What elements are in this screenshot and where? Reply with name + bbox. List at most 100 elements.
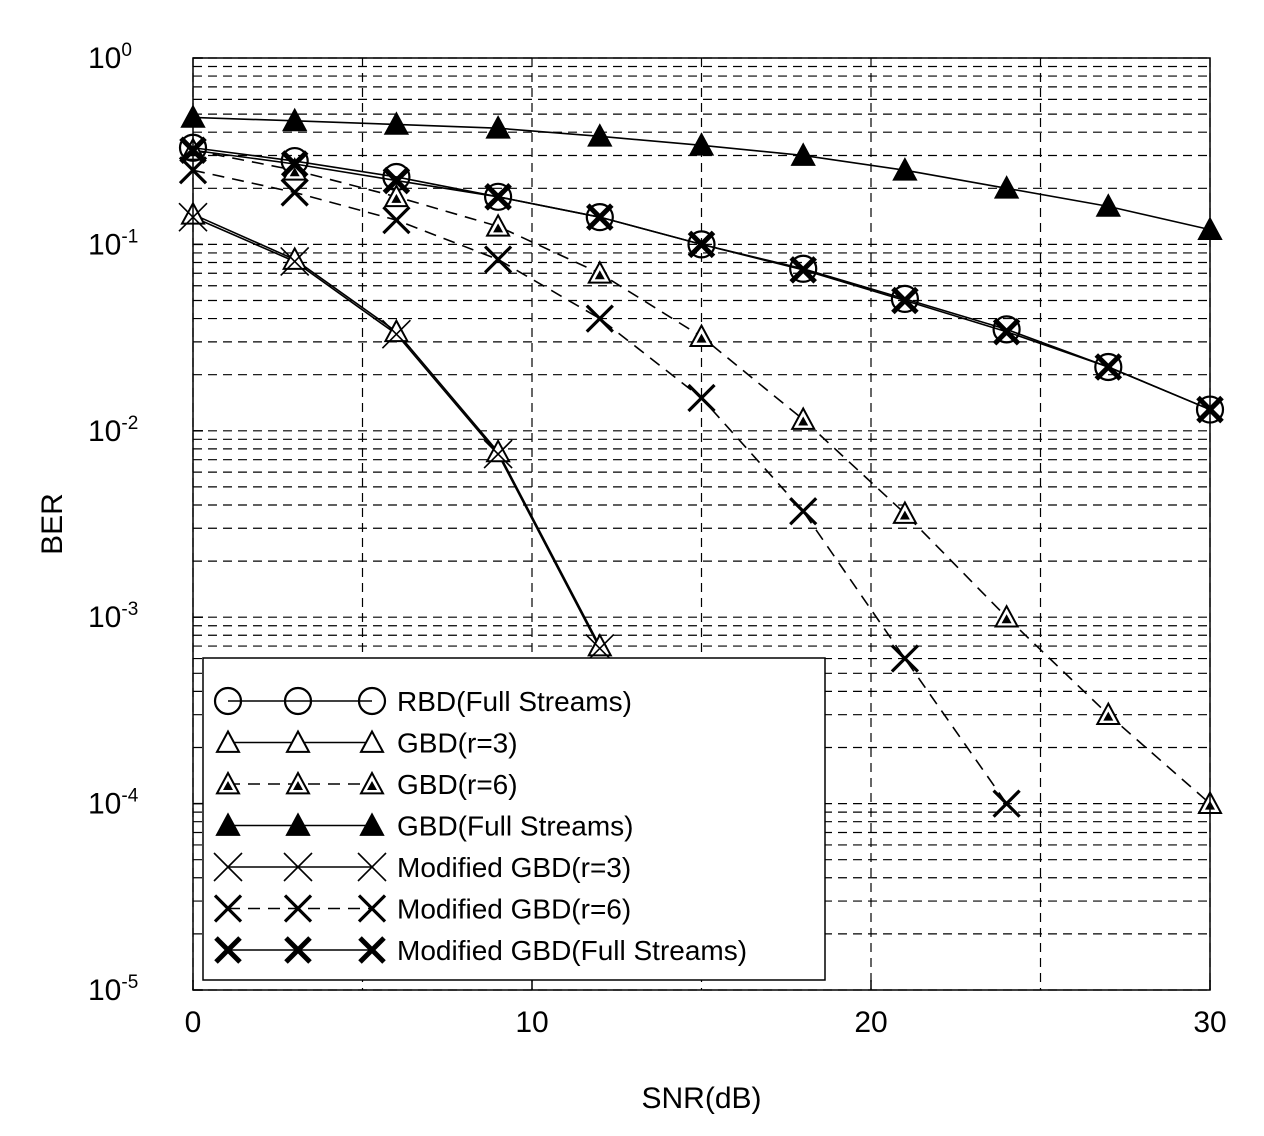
marker-circle (992, 315, 1021, 344)
marker-triangle-half (892, 500, 918, 524)
marker-x-bold (891, 286, 919, 315)
y-tick-label: 10-4 (88, 786, 139, 821)
x-tick-label: 20 (854, 1006, 887, 1039)
marker-x-stroke (483, 245, 513, 274)
marker-x-medium (483, 245, 513, 274)
marker-triangle-filled (688, 132, 715, 156)
y-tick-label: 100 (88, 40, 132, 75)
marker-x-stroke (586, 203, 614, 231)
x-tick-label: 30 (1193, 1006, 1226, 1039)
marker-triangle-open (215, 729, 241, 753)
marker-circle (1094, 352, 1123, 382)
marker-x-stroke (280, 178, 309, 207)
marker-x-bold (789, 256, 817, 284)
marker-x-stroke (357, 894, 387, 923)
legend-item: Modified GBD(r=6) (213, 894, 631, 925)
marker-triangle-open (359, 729, 385, 753)
marker-triangle-half (688, 323, 715, 347)
marker-circle (687, 230, 716, 259)
marker-x-stroke (890, 644, 920, 673)
marker-triangle (359, 812, 385, 836)
marker-triangle-inner (1001, 614, 1012, 624)
marker-x-thin (280, 246, 310, 277)
marker-triangle (285, 729, 311, 753)
marker-x-stroke (283, 852, 313, 882)
marker-triangle (790, 142, 816, 166)
marker-circle (283, 686, 313, 716)
y-axis-label: BER (36, 493, 69, 555)
marker-x-stroke (891, 286, 919, 315)
marker-triangle-half (215, 770, 241, 795)
marker-triangle-half (383, 183, 410, 208)
marker-triangle-half (587, 260, 613, 284)
marker-triangle-half (359, 770, 385, 795)
marker-triangle (282, 246, 308, 270)
marker-triangle-half (1095, 701, 1121, 726)
marker-x-thin (381, 319, 411, 349)
marker-triangle (383, 318, 410, 343)
marker-x-stroke (992, 789, 1021, 818)
marker-x-stroke (789, 497, 818, 526)
marker-triangle (282, 107, 308, 132)
y-tick-label: 10-2 (88, 413, 138, 448)
marker-triangle-open (285, 729, 311, 753)
marker-circle (357, 686, 387, 716)
marker-x-stroke (280, 246, 310, 277)
marker-triangle-filled (790, 142, 816, 166)
marker-triangle (383, 111, 410, 135)
marker-triangle (993, 175, 1020, 199)
marker-triangle-filled (892, 157, 918, 181)
marker-x-bold (687, 230, 716, 259)
marker-circle (357, 686, 387, 716)
marker-triangle (485, 115, 511, 139)
marker-triangle (1095, 193, 1121, 217)
marker-x-bold (214, 936, 242, 964)
marker-circle (484, 182, 513, 211)
marker-x-bold (992, 317, 1021, 346)
legend-label: RBD(Full Streams) (397, 686, 632, 717)
marker-circle (213, 686, 243, 716)
marker-triangle-filled (285, 812, 311, 836)
marker-circle (213, 686, 243, 716)
marker-x-stroke (992, 317, 1021, 346)
legend-label: GBD(r=6) (397, 769, 518, 800)
marker-triangle-filled (383, 111, 410, 135)
marker-x-bold (358, 936, 386, 964)
series-line-1 (192, 146, 1211, 411)
marker-triangle-open (282, 246, 308, 270)
marker-triangle-inner (367, 781, 377, 790)
marker-x-bold (586, 203, 614, 231)
marker-triangle (359, 729, 385, 753)
marker-x-stroke (687, 230, 716, 259)
marker-circle (484, 182, 513, 211)
marker-x-stroke (358, 936, 386, 964)
marker-x-stroke (214, 936, 242, 964)
marker-triangle-half (285, 770, 311, 795)
marker-circle (687, 230, 716, 259)
legend-label: Modified GBD(r=3) (397, 852, 631, 883)
x-tick-label: 0 (185, 1006, 202, 1039)
series-line-7 (192, 149, 1211, 411)
marker-triangle-filled (215, 812, 241, 836)
marker-circle (283, 686, 313, 716)
legend-label: GBD(r=3) (397, 728, 518, 759)
marker-circle (890, 284, 920, 314)
marker-x-thin (483, 439, 513, 469)
legend-item: Modified GBD(Full Streams) (214, 935, 747, 966)
marker-x-stroke (483, 439, 513, 469)
y-tick-label: 10-1 (88, 226, 138, 261)
marker-x-bold (382, 166, 411, 195)
marker-circle (789, 254, 818, 283)
legend-label: Modified GBD(Full Streams) (397, 935, 747, 966)
marker-triangle-filled (359, 812, 385, 836)
marker-circle (789, 254, 818, 283)
marker-triangle-half (993, 604, 1020, 628)
marker-circle (585, 203, 614, 232)
marker-triangle (215, 729, 241, 753)
x-axis-label: SNR(dB) (641, 1082, 761, 1115)
marker-x-stroke (1094, 353, 1123, 381)
marker-x-stroke (789, 256, 817, 284)
legend-item: Modified GBD(r=3) (213, 852, 631, 883)
marker-x-bold (280, 150, 309, 178)
